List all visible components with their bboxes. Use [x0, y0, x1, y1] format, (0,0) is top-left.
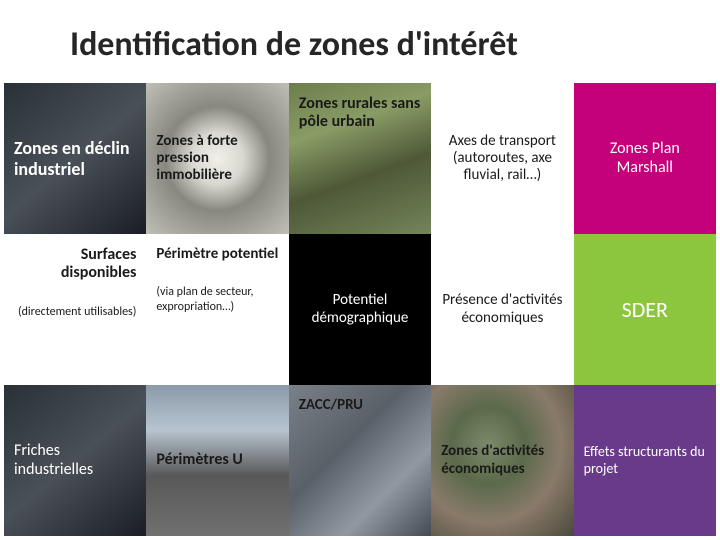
cell-label: Zones rurales sans pôle urbain: [299, 95, 421, 132]
grid-cell-r2c0: Friches industrielles: [4, 385, 146, 536]
slide: Identification de zones d'intérêt Zones …: [0, 0, 720, 540]
grid-cell-r1c4: SDER: [574, 234, 716, 385]
cell-label: Zones à forte pression immobilière: [156, 133, 278, 185]
cell-label: Axes de transport (autoroutes, axe fluvi…: [441, 133, 563, 185]
cell-label: ZACC/PRU: [299, 397, 421, 414]
cell-label: Zones en déclin industriel: [14, 138, 136, 179]
cell-label: SDER: [622, 297, 668, 322]
cell-label: Friches industrielles: [14, 442, 136, 479]
cell-label: Périmètres U: [156, 451, 278, 469]
grid-cell-r2c2: ZACC/PRU: [289, 385, 431, 536]
interest-zones-grid: Zones en déclin industriel Zones à forte …: [0, 83, 720, 540]
grid-cell-r1c0: Surfaces disponibles (directement utilisa…: [4, 234, 146, 385]
cell-label: Surfaces disponibles: [14, 246, 136, 283]
grid-cell-r0c4: Zones Plan Marshall: [574, 83, 716, 234]
grid-cell-r2c3: Zones d'activités économiques: [431, 385, 573, 536]
cell-label: Potentiel démographique: [299, 292, 421, 327]
grid-cell-r1c1: Périmètre potentiel (via plan de secteur,…: [146, 234, 288, 385]
cell-sublabel: (via plan de secteur, expropriation…): [156, 285, 278, 314]
grid-cell-r2c1: Périmètres U: [146, 385, 288, 536]
grid-cell-r1c2: Potentiel démographique: [289, 234, 431, 385]
cell-sublabel: (directement utilisables): [14, 305, 136, 319]
grid-cell-r0c3: Axes de transport (autoroutes, axe fluvi…: [431, 83, 573, 234]
grid-cell-r1c3: Présence d'activités économiques: [431, 234, 573, 385]
cell-label: Présence d'activités économiques: [441, 292, 563, 327]
cell-label: Effets structurants du projet: [584, 444, 706, 476]
cell-label: Zones Plan Marshall: [584, 140, 706, 177]
cell-label: Périmètre potentiel: [156, 246, 278, 263]
cell-label: Zones d'activités économiques: [441, 443, 563, 478]
grid-cell-r0c1: Zones à forte pression immobilière: [146, 83, 288, 234]
grid-cell-r0c0: Zones en déclin industriel: [4, 83, 146, 234]
grid-cell-r2c4: Effets structurants du projet: [574, 385, 716, 536]
grid-cell-r0c2: Zones rurales sans pôle urbain: [289, 83, 431, 234]
page-title: Identification de zones d'intérêt: [0, 0, 720, 83]
